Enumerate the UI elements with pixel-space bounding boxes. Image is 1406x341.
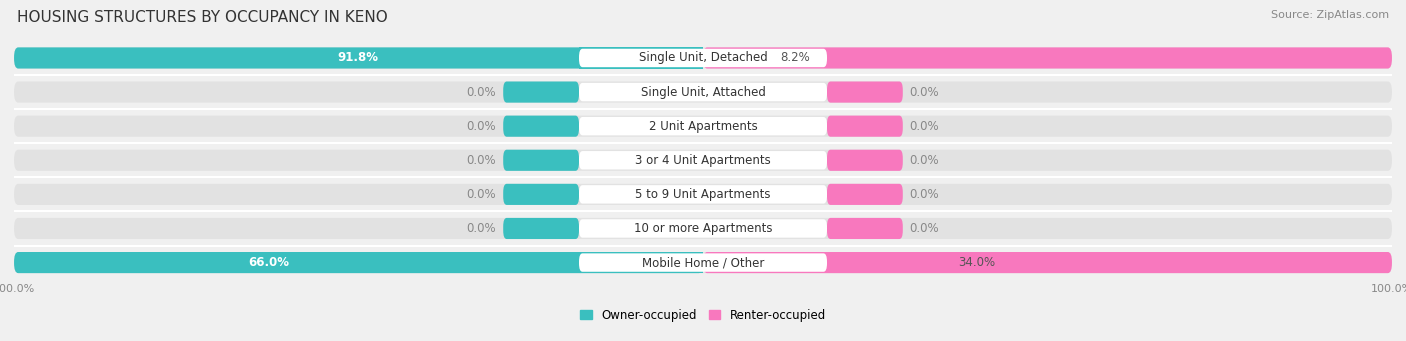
- FancyBboxPatch shape: [14, 252, 1392, 273]
- Text: 8.2%: 8.2%: [780, 51, 810, 64]
- FancyBboxPatch shape: [827, 81, 903, 103]
- FancyBboxPatch shape: [579, 219, 827, 238]
- Text: 2 Unit Apartments: 2 Unit Apartments: [648, 120, 758, 133]
- FancyBboxPatch shape: [503, 218, 579, 239]
- FancyBboxPatch shape: [14, 218, 1392, 239]
- Text: 0.0%: 0.0%: [910, 86, 939, 99]
- Text: 0.0%: 0.0%: [910, 154, 939, 167]
- FancyBboxPatch shape: [14, 150, 1392, 171]
- Text: 5 to 9 Unit Apartments: 5 to 9 Unit Apartments: [636, 188, 770, 201]
- Legend: Owner-occupied, Renter-occupied: Owner-occupied, Renter-occupied: [575, 304, 831, 326]
- Text: Source: ZipAtlas.com: Source: ZipAtlas.com: [1271, 10, 1389, 20]
- Text: 0.0%: 0.0%: [467, 154, 496, 167]
- Text: 10 or more Apartments: 10 or more Apartments: [634, 222, 772, 235]
- Text: Mobile Home / Other: Mobile Home / Other: [641, 256, 765, 269]
- FancyBboxPatch shape: [503, 150, 579, 171]
- Text: HOUSING STRUCTURES BY OCCUPANCY IN KENO: HOUSING STRUCTURES BY OCCUPANCY IN KENO: [17, 10, 388, 25]
- Text: 34.0%: 34.0%: [957, 256, 995, 269]
- FancyBboxPatch shape: [827, 218, 903, 239]
- FancyBboxPatch shape: [827, 184, 903, 205]
- FancyBboxPatch shape: [579, 83, 827, 101]
- Text: 0.0%: 0.0%: [467, 86, 496, 99]
- FancyBboxPatch shape: [14, 47, 1392, 69]
- FancyBboxPatch shape: [14, 81, 1392, 103]
- Text: 0.0%: 0.0%: [467, 120, 496, 133]
- Text: Single Unit, Attached: Single Unit, Attached: [641, 86, 765, 99]
- Text: 0.0%: 0.0%: [910, 222, 939, 235]
- FancyBboxPatch shape: [579, 47, 703, 69]
- FancyBboxPatch shape: [503, 116, 579, 137]
- FancyBboxPatch shape: [14, 252, 703, 273]
- Text: 0.0%: 0.0%: [910, 120, 939, 133]
- Text: 91.8%: 91.8%: [337, 51, 378, 64]
- Text: Single Unit, Detached: Single Unit, Detached: [638, 51, 768, 64]
- FancyBboxPatch shape: [14, 47, 703, 69]
- FancyBboxPatch shape: [703, 47, 1392, 69]
- FancyBboxPatch shape: [14, 184, 1392, 205]
- FancyBboxPatch shape: [827, 150, 903, 171]
- FancyBboxPatch shape: [579, 185, 827, 204]
- FancyBboxPatch shape: [14, 116, 1392, 137]
- Text: 0.0%: 0.0%: [910, 188, 939, 201]
- Text: 0.0%: 0.0%: [467, 222, 496, 235]
- FancyBboxPatch shape: [827, 116, 903, 137]
- FancyBboxPatch shape: [579, 49, 827, 67]
- FancyBboxPatch shape: [503, 184, 579, 205]
- FancyBboxPatch shape: [579, 253, 827, 272]
- FancyBboxPatch shape: [703, 252, 1392, 273]
- Text: 0.0%: 0.0%: [467, 188, 496, 201]
- Text: 3 or 4 Unit Apartments: 3 or 4 Unit Apartments: [636, 154, 770, 167]
- FancyBboxPatch shape: [579, 252, 703, 273]
- FancyBboxPatch shape: [579, 151, 827, 169]
- FancyBboxPatch shape: [503, 81, 579, 103]
- FancyBboxPatch shape: [579, 117, 827, 135]
- Text: 66.0%: 66.0%: [249, 256, 290, 269]
